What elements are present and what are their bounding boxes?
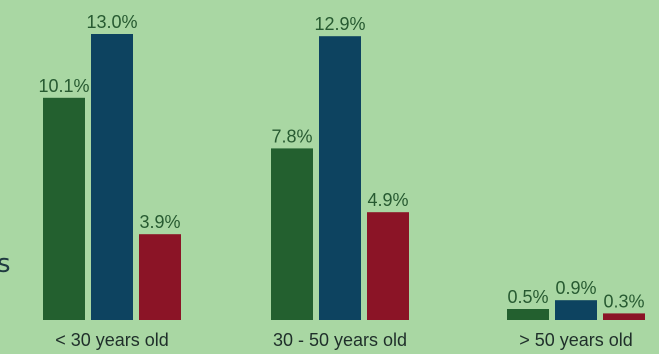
side-glyph: s <box>0 249 11 279</box>
category-label-1: < 30 years old <box>55 330 169 350</box>
bars-group <box>43 34 645 320</box>
value-label-3-series-3: 0.3% <box>603 291 644 311</box>
bar-3-series-3 <box>603 313 645 320</box>
bar-3-series-2 <box>555 300 597 320</box>
value-label-1-series-3: 3.9% <box>139 212 180 232</box>
bar-2-series-2 <box>319 36 361 320</box>
value-label-1-series-2: 13.0% <box>86 12 137 32</box>
value-label-3-series-2: 0.9% <box>555 278 596 298</box>
value-labels-group: 10.1% 13.0% 3.9% 7.8% 12.9% 4.9% 0.5% 0.9% 0.3% <box>38 12 644 311</box>
bar-1-series-1 <box>43 97 85 320</box>
value-label-2-series-1: 7.8% <box>271 126 312 146</box>
bar-1-series-2 <box>91 34 133 320</box>
value-label-2-series-2: 12.9% <box>314 14 365 34</box>
category-label-2: 30 - 50 years old <box>273 330 407 350</box>
category-labels-group: < 30 years old 30 - 50 years old > 50 year… <box>55 330 633 350</box>
value-label-3-series-1: 0.5% <box>507 287 548 307</box>
bar-3-series-1 <box>507 309 549 320</box>
value-label-1-series-1: 10.1% <box>38 76 89 96</box>
category-label-3: > 50 years old <box>519 330 633 350</box>
bar-1-series-3 <box>139 234 181 320</box>
bar-2-series-3 <box>367 212 409 320</box>
value-label-2-series-3: 4.9% <box>367 190 408 210</box>
bar-2-series-1 <box>271 148 313 320</box>
